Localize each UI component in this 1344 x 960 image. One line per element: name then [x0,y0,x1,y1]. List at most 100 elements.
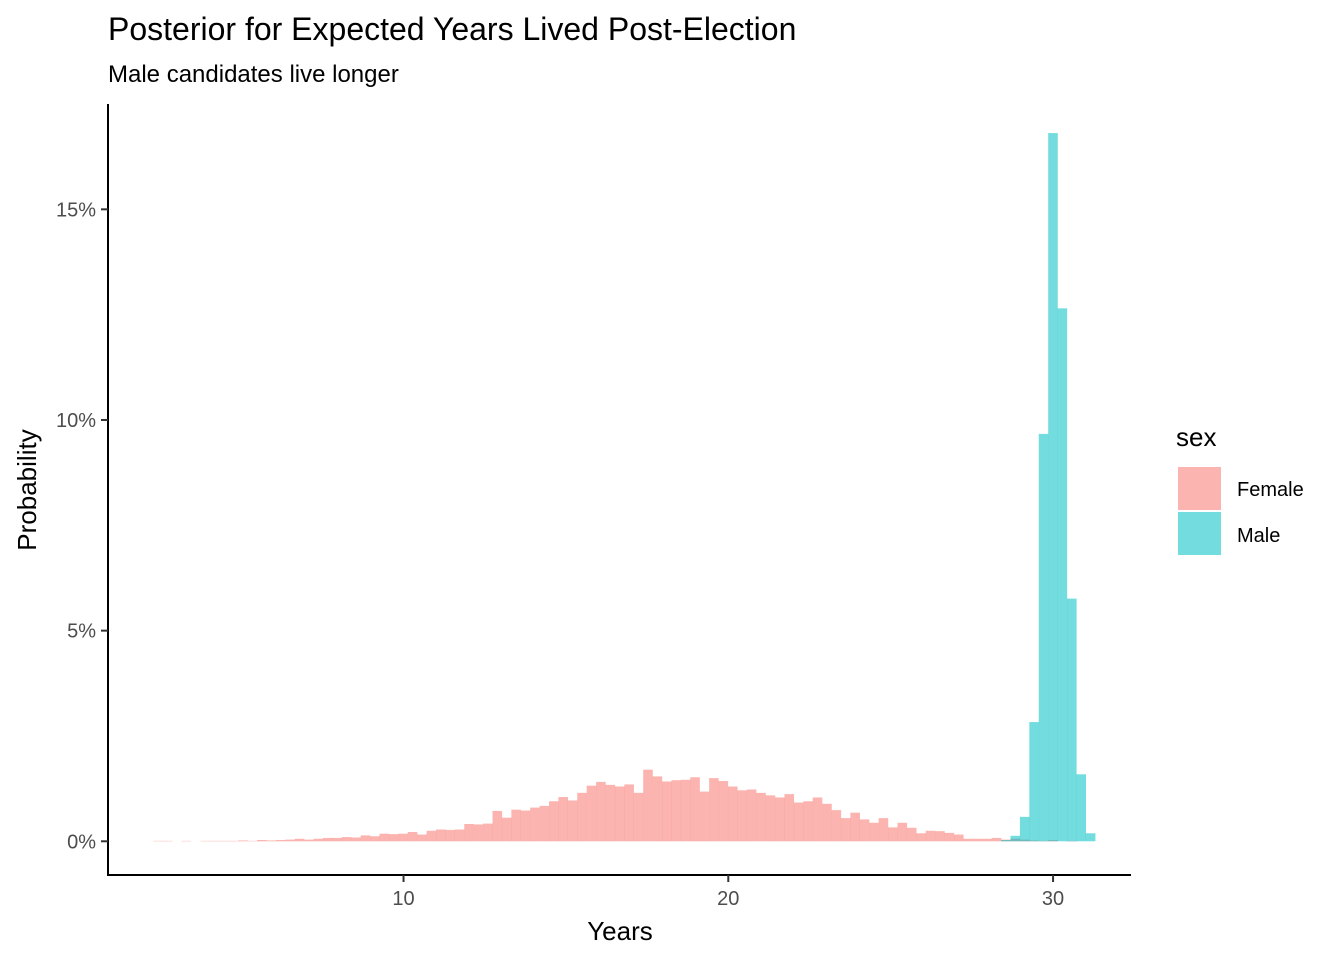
female-bar [662,781,672,842]
male-bar [1038,433,1049,842]
female-bar [530,807,540,842]
female-bar [718,781,729,842]
female-bar [897,822,908,842]
female-bar [859,819,870,842]
female-bar [775,797,785,842]
female-bar [982,838,992,842]
legend-swatch-female [1178,467,1221,510]
female-bar [822,803,832,842]
female-bar [322,837,333,842]
female-bar [549,801,559,842]
female-bar [784,794,795,842]
female-bar [925,830,936,842]
female-bar [285,839,295,842]
female-bar [991,837,1002,842]
female-bar [586,785,597,842]
y-tick-label: 10% [56,410,96,432]
female-bar [426,830,437,842]
female-bar [963,838,973,842]
female-bar [888,827,898,842]
female-bar [238,840,248,842]
female-bar [407,832,418,842]
female-bar [520,810,531,842]
legend-title: sex [1176,422,1216,452]
female-bar [878,818,889,842]
female-bar [275,840,286,842]
female-bar [793,802,804,842]
male-bar [1001,840,1011,842]
chart-title: Posterior for Expected Years Lived Post-… [108,11,796,47]
female-bar [360,835,371,842]
female-bar [605,784,616,842]
male-bar [1067,598,1077,842]
female-bar [567,800,578,842]
legend-swatch-male [1178,512,1221,555]
female-bar [511,809,521,842]
female-bar [614,786,625,842]
female-bar [483,823,493,842]
female-bar [351,837,361,842]
female-bar [727,786,738,842]
female-bar [944,832,955,842]
female-bar [756,792,766,842]
female-bar [690,777,700,842]
female-bar [699,791,710,842]
female-bar [313,838,324,842]
male-bar [1057,308,1068,842]
female-bar [445,829,455,842]
female-bar [643,769,653,842]
female-bar [633,792,644,842]
female-bar [869,822,879,842]
female-bar [473,824,484,842]
female-bar [332,837,342,842]
female-bar [906,827,917,842]
y-axis-ticks: 0% 5% 10% 15% [56,199,108,853]
female-bar [850,812,860,842]
female-bar [671,780,682,842]
female-bar [737,790,747,842]
female-bar [341,837,352,842]
female-bar [257,840,267,842]
female-bar [596,781,606,842]
female-bar [916,833,926,842]
female-bar [370,836,380,842]
female-bar [680,779,691,842]
female-bar [398,833,408,842]
male-bar [1019,816,1030,842]
female-bar [304,839,314,842]
chart-subtitle: Male candidates live longer [108,61,399,88]
x-tick-label: 20 [717,888,739,910]
female-bar [539,805,550,842]
y-tick-label: 0% [67,831,96,853]
female-bar [935,831,945,842]
female-bar [812,797,823,842]
female-bar [454,829,465,842]
legend-label-male: Male [1237,525,1280,547]
male-bar [1085,833,1096,842]
female-bar [379,833,390,842]
female-bar [765,795,776,842]
male-bar [1048,133,1058,842]
female-bar [652,776,663,842]
female-bar [624,784,634,842]
female-bar [831,810,842,842]
y-tick-label: 15% [56,199,96,221]
female-bar [294,838,305,842]
female-bar [417,834,427,842]
female-bar [709,778,719,842]
male-bar [1076,774,1087,842]
female-bar [577,792,587,842]
y-tick-label: 5% [67,621,96,643]
female-bar [492,810,503,842]
female-bar [558,797,569,842]
female-bar [501,817,512,842]
female-bar [436,829,446,842]
female-bar [840,818,851,842]
male-bars [1001,133,1096,842]
x-tick-label: 10 [392,888,414,910]
legend: sex Female Male [1176,422,1304,555]
legend-label-female: Female [1237,479,1304,501]
female-bar [972,838,983,842]
female-bars [153,769,1077,842]
